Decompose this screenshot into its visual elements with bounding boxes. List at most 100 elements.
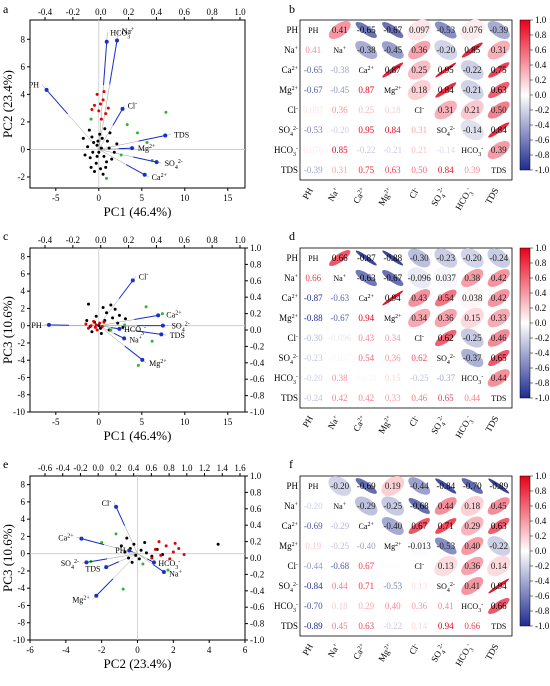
correlation-ellipse xyxy=(488,62,510,78)
correlation-value-upper: 0.076 xyxy=(462,25,483,35)
correlation-ellipse xyxy=(355,496,378,516)
correlation-value-lower: 0.31 xyxy=(332,165,348,175)
sample-point-black xyxy=(115,142,119,146)
correlation-ellipse xyxy=(461,577,484,595)
correlation-value-lower: 0.38 xyxy=(332,373,348,383)
top-tick-label: -0.4 xyxy=(38,7,53,17)
correlation-ellipse xyxy=(487,497,510,515)
sample-point-green xyxy=(166,568,170,572)
loading-arrowhead xyxy=(130,146,135,151)
correlation-value-lower: 0.87 xyxy=(358,85,374,95)
sample-point-black xyxy=(95,154,99,158)
correlation-value-upper: 0.21 xyxy=(464,105,480,115)
column-label: TDS xyxy=(483,186,500,206)
y-tick-label: 6 xyxy=(21,269,26,279)
loading-label: Ca2+ xyxy=(152,173,168,182)
right-tick-label: 0.4 xyxy=(250,292,262,302)
correlation-ellipse xyxy=(461,268,484,288)
correlation-value-lower: 0.75 xyxy=(358,165,374,175)
y-tick-label: 2 xyxy=(21,303,26,313)
correlation-value-upper: -0.88 xyxy=(383,253,402,263)
correlation-value-lower: -0.23 xyxy=(304,353,323,363)
sample-point-black xyxy=(123,550,127,554)
sample-point-black xyxy=(98,132,102,136)
top-tick-label: 0.8 xyxy=(207,7,219,17)
correlation-value-lower: -0.67 xyxy=(304,85,323,95)
correlation-value-lower: -0.70 xyxy=(304,601,323,611)
loading-arrowhead xyxy=(130,278,135,283)
sample-point-red xyxy=(150,556,154,560)
correlation-value-lower: 0.076 xyxy=(303,145,324,155)
sample-point-red xyxy=(95,92,99,96)
correlation-value-lower: 0.31 xyxy=(411,125,427,135)
top-tick-label: 0.4 xyxy=(151,235,163,245)
top-tick-label: 0.4 xyxy=(151,7,163,17)
correlation-ellipse xyxy=(407,60,431,80)
y-tick-label: -6 xyxy=(18,372,26,382)
correlation-ellipse xyxy=(381,41,404,59)
correlation-value-upper: 0.95 xyxy=(438,65,454,75)
correlation-value-upper: 0.097 xyxy=(409,25,430,35)
loading-arrowhead xyxy=(160,323,165,328)
correlation-ellipse xyxy=(434,555,458,577)
y-tick-label: 6 xyxy=(21,62,26,72)
sample-point-black xyxy=(125,536,129,540)
loading-label: HCO3- xyxy=(158,559,180,571)
correlation-ellipse xyxy=(488,81,510,99)
sample-point-black xyxy=(123,317,127,321)
loading-label: Na+ xyxy=(169,570,182,579)
y-tick-label: 6 xyxy=(21,497,26,507)
correlation-value-lower: 0.36 xyxy=(385,353,401,363)
sample-point-red xyxy=(97,109,101,113)
loading-arrowhead xyxy=(140,357,145,362)
correlation-value-lower: 0.038 xyxy=(356,373,377,383)
row-label: Na+ xyxy=(284,45,299,55)
correlation-value-lower: 0.21 xyxy=(411,145,427,155)
correlation-ellipse xyxy=(407,267,431,289)
y-tick-label: -10 xyxy=(13,635,25,645)
correlation-value-lower: -0.22 xyxy=(383,621,402,631)
correlation-value-upper: 0.75 xyxy=(491,65,507,75)
loading-label: PH xyxy=(31,321,41,330)
sample-point-red xyxy=(173,541,177,545)
correlation-matrix-b: PH 0.41 -0.65 -0.67 0.097 -0.53 0.076 -0.390.41… xyxy=(274,15,550,212)
correlation-value-lower: 0.42 xyxy=(332,393,348,403)
correlation-value-upper: 0.42 xyxy=(491,293,507,303)
correlation-value-lower: -0.67 xyxy=(330,313,349,323)
top-tick-label: 0.2 xyxy=(123,7,134,17)
right-tick-label: 0.8 xyxy=(250,487,262,497)
loading-arrow xyxy=(133,156,157,163)
loading-arrow xyxy=(136,330,162,335)
correlation-ellipse xyxy=(487,536,511,556)
correlation-value-upper: 0.38 xyxy=(464,273,480,283)
correlation-value-lower: -0.63 xyxy=(330,293,349,303)
correlation-value-lower: -0.20 xyxy=(330,125,349,135)
sample-point-red xyxy=(98,321,102,325)
correlation-value-lower: 0.44 xyxy=(332,581,348,591)
sample-point-red xyxy=(102,320,106,324)
y-tick-label: 8 xyxy=(21,480,26,490)
correlation-value-upper: -0.25 xyxy=(383,501,402,511)
right-tick-label: -0.8 xyxy=(250,391,265,401)
row-label: Mg2+ xyxy=(279,85,299,95)
loading-arrow xyxy=(124,345,143,361)
correlation-ellipse xyxy=(433,267,458,289)
column-label: Cl- xyxy=(407,414,421,428)
correlation-value-upper: 0.18 xyxy=(411,85,427,95)
correlation-value-upper: -0.24 xyxy=(489,253,508,263)
y-axis-title: PC2 (23.4%) xyxy=(0,70,15,138)
loading-label: Cl- xyxy=(139,272,149,281)
correlation-value-lower: -0.037 xyxy=(328,353,352,363)
sample-point-black xyxy=(90,135,94,139)
sample-point-red xyxy=(93,325,97,329)
right-tick-label: -0.4 xyxy=(250,586,265,596)
correlation-ellipse xyxy=(381,517,404,535)
colorbar-tick-label: -0.2 xyxy=(535,333,549,343)
correlation-ellipse xyxy=(487,40,510,60)
sample-point-black xyxy=(96,139,100,143)
column-label: Na+ xyxy=(326,185,342,203)
correlation-value-lower: 0.42 xyxy=(358,393,374,403)
correlation-value-lower: -0.40 xyxy=(357,541,376,551)
colorbar-tick-label: 0.2 xyxy=(535,303,546,313)
correlation-value-upper: 0.44 xyxy=(438,501,454,511)
